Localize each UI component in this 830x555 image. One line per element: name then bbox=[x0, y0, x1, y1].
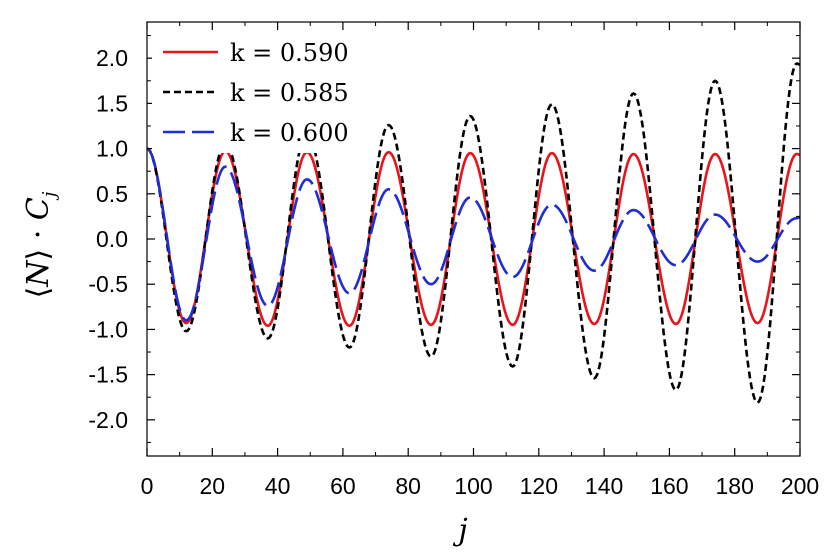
axis-ticks bbox=[146, 22, 801, 456]
x-tick-label: 200 bbox=[781, 473, 819, 499]
x-tick-labels: 0 20 40 60 80 100 120 140 160 180 200 bbox=[141, 473, 820, 499]
x-axis-label: j bbox=[452, 513, 467, 548]
y-tick-label: 2.0 bbox=[96, 45, 128, 71]
x-tick-label: 20 bbox=[200, 473, 226, 499]
y-tick-label: 0.5 bbox=[96, 181, 128, 207]
x-tick-label: 100 bbox=[454, 473, 492, 499]
y-tick-label: 1.5 bbox=[96, 90, 128, 116]
y-tick-label: -2.0 bbox=[88, 407, 128, 433]
x-tick-label: 40 bbox=[265, 473, 291, 499]
x-tick-label: 140 bbox=[585, 473, 623, 499]
y-tick-label: -0.5 bbox=[88, 271, 128, 297]
y-tick-label: -1.5 bbox=[88, 362, 128, 388]
x-tick-label: 80 bbox=[395, 473, 421, 499]
plot-lines bbox=[146, 62, 802, 404]
x-tick-label: 120 bbox=[520, 473, 558, 499]
y-axis-label: ⟨N⟩ · Cj bbox=[21, 191, 60, 298]
legend: k = 0.590 k = 0.585 k = 0.600 bbox=[152, 30, 370, 153]
legend-label-k-0585: k = 0.585 bbox=[230, 79, 349, 107]
y-tick-label: -1.0 bbox=[88, 316, 128, 342]
x-tick-label: 180 bbox=[716, 473, 754, 499]
series-line-k-0600 bbox=[146, 147, 802, 322]
x-tick-label: 0 bbox=[141, 473, 154, 499]
y-tick-label: 0.0 bbox=[96, 226, 128, 252]
legend-label-k-0590: k = 0.590 bbox=[230, 39, 349, 67]
legend-label-k-0600: k = 0.600 bbox=[230, 119, 349, 147]
x-tick-label: 160 bbox=[650, 473, 688, 499]
x-tick-label: 60 bbox=[330, 473, 356, 499]
series-line-k-0585 bbox=[146, 62, 802, 404]
y-tick-label: 1.0 bbox=[96, 136, 128, 162]
y-tick-labels: -2.0 -1.5 -1.0 -0.5 0.0 0.5 1.0 1.5 2.0 bbox=[88, 45, 128, 433]
